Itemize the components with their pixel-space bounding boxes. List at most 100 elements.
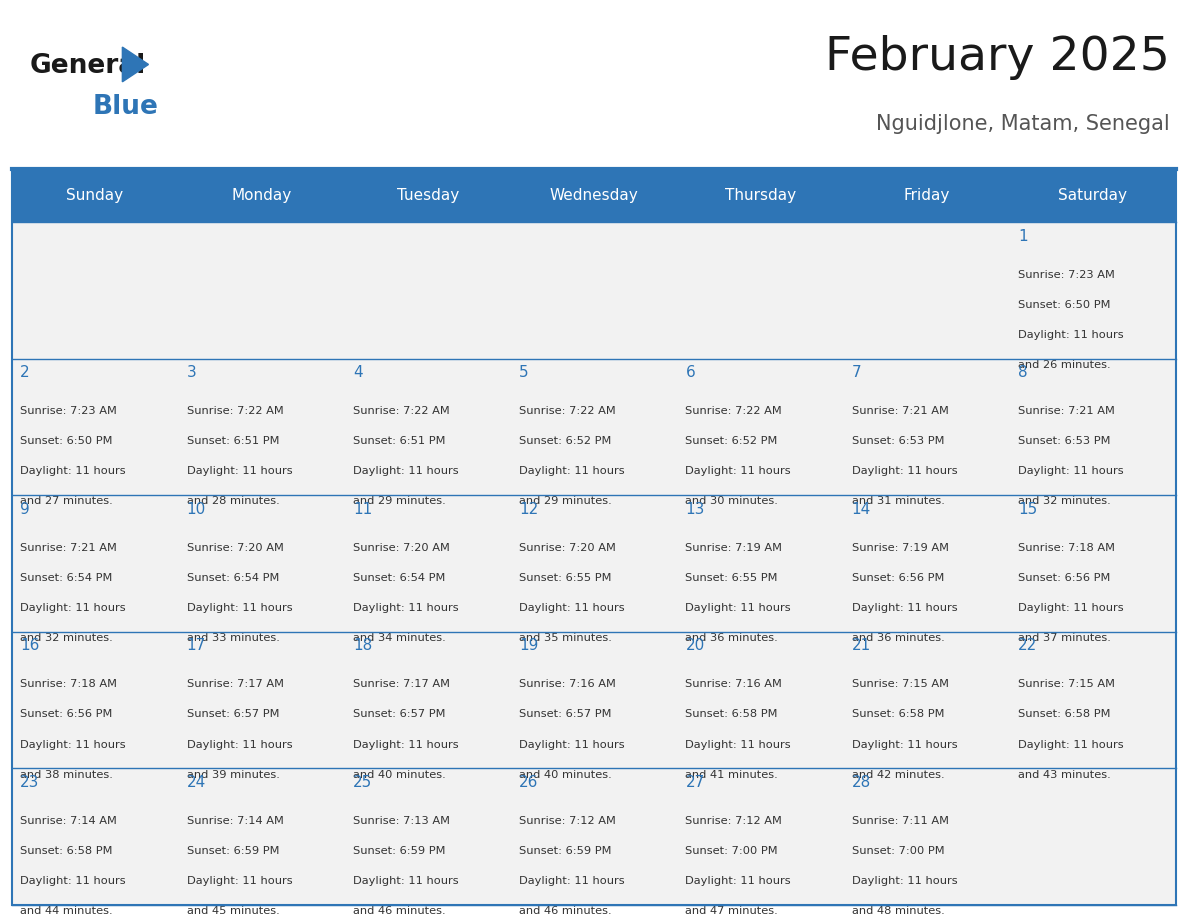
Text: Sunset: 6:58 PM: Sunset: 6:58 PM <box>20 846 113 856</box>
Text: Daylight: 11 hours: Daylight: 11 hours <box>187 740 292 749</box>
Text: and 44 minutes.: and 44 minutes. <box>20 906 113 916</box>
Text: Sunset: 6:51 PM: Sunset: 6:51 PM <box>353 436 446 446</box>
Bar <box>12 359 178 496</box>
Text: Daylight: 11 hours: Daylight: 11 hours <box>187 466 292 476</box>
Text: Sunset: 6:54 PM: Sunset: 6:54 PM <box>187 573 279 583</box>
Text: Sunrise: 7:17 AM: Sunrise: 7:17 AM <box>187 679 284 689</box>
Bar <box>345 169 511 222</box>
Text: Sunrise: 7:22 AM: Sunrise: 7:22 AM <box>187 407 283 416</box>
Text: Sunrise: 7:18 AM: Sunrise: 7:18 AM <box>20 679 118 689</box>
Text: Sunrise: 7:15 AM: Sunrise: 7:15 AM <box>1018 679 1116 689</box>
Text: Daylight: 11 hours: Daylight: 11 hours <box>685 740 791 749</box>
Text: 1: 1 <box>1018 229 1028 243</box>
Text: 28: 28 <box>852 775 871 789</box>
Text: Daylight: 11 hours: Daylight: 11 hours <box>519 876 625 886</box>
Text: Daylight: 11 hours: Daylight: 11 hours <box>519 466 625 476</box>
Text: Sunset: 6:52 PM: Sunset: 6:52 PM <box>519 436 612 446</box>
Text: and 30 minutes.: and 30 minutes. <box>685 497 778 507</box>
Text: Sunset: 6:54 PM: Sunset: 6:54 PM <box>353 573 446 583</box>
Bar <box>178 169 345 222</box>
Bar <box>178 632 345 768</box>
Text: Tuesday: Tuesday <box>397 188 459 203</box>
Text: and 33 minutes.: and 33 minutes. <box>187 633 279 643</box>
Text: Thursday: Thursday <box>725 188 796 203</box>
Text: and 40 minutes.: and 40 minutes. <box>519 769 612 779</box>
Bar <box>511 768 677 905</box>
Text: Daylight: 11 hours: Daylight: 11 hours <box>353 876 459 886</box>
Bar <box>511 359 677 496</box>
Bar <box>843 632 1010 768</box>
Text: Daylight: 11 hours: Daylight: 11 hours <box>685 466 791 476</box>
Text: and 38 minutes.: and 38 minutes. <box>20 769 113 779</box>
Text: and 37 minutes.: and 37 minutes. <box>1018 633 1111 643</box>
Bar <box>677 496 843 632</box>
Bar <box>677 169 843 222</box>
Text: Sunrise: 7:23 AM: Sunrise: 7:23 AM <box>20 407 118 416</box>
Text: 25: 25 <box>353 775 372 789</box>
Text: 8: 8 <box>1018 365 1028 380</box>
Text: Saturday: Saturday <box>1059 188 1127 203</box>
Bar <box>12 169 1176 905</box>
Text: Daylight: 11 hours: Daylight: 11 hours <box>685 876 791 886</box>
Text: 17: 17 <box>187 638 206 654</box>
Text: Sunrise: 7:21 AM: Sunrise: 7:21 AM <box>852 407 949 416</box>
Text: Sunrise: 7:20 AM: Sunrise: 7:20 AM <box>187 543 284 553</box>
Text: Sunset: 6:53 PM: Sunset: 6:53 PM <box>852 436 944 446</box>
Text: 2: 2 <box>20 365 30 380</box>
Text: Sunset: 6:56 PM: Sunset: 6:56 PM <box>1018 573 1111 583</box>
Bar <box>677 222 843 359</box>
Text: Sunset: 6:50 PM: Sunset: 6:50 PM <box>20 436 113 446</box>
Text: 5: 5 <box>519 365 529 380</box>
Text: Sunset: 7:00 PM: Sunset: 7:00 PM <box>852 846 944 856</box>
Text: and 42 minutes.: and 42 minutes. <box>852 769 944 779</box>
Text: and 29 minutes.: and 29 minutes. <box>353 497 446 507</box>
Text: Sunrise: 7:18 AM: Sunrise: 7:18 AM <box>1018 543 1116 553</box>
Text: and 48 minutes.: and 48 minutes. <box>852 906 944 916</box>
Bar <box>677 768 843 905</box>
Text: Sunrise: 7:15 AM: Sunrise: 7:15 AM <box>852 679 949 689</box>
Text: and 40 minutes.: and 40 minutes. <box>353 769 446 779</box>
Text: Daylight: 11 hours: Daylight: 11 hours <box>353 603 459 613</box>
Text: Sunset: 6:58 PM: Sunset: 6:58 PM <box>685 710 778 720</box>
Text: and 41 minutes.: and 41 minutes. <box>685 769 778 779</box>
Text: Daylight: 11 hours: Daylight: 11 hours <box>852 876 958 886</box>
Text: Sunrise: 7:12 AM: Sunrise: 7:12 AM <box>685 816 783 826</box>
Text: Daylight: 11 hours: Daylight: 11 hours <box>353 740 459 749</box>
Text: Blue: Blue <box>93 95 158 120</box>
Text: 19: 19 <box>519 638 538 654</box>
Text: 14: 14 <box>852 502 871 517</box>
Bar <box>511 496 677 632</box>
Text: 23: 23 <box>20 775 39 789</box>
Text: Sunrise: 7:20 AM: Sunrise: 7:20 AM <box>353 543 450 553</box>
Text: 10: 10 <box>187 502 206 517</box>
Text: and 27 minutes.: and 27 minutes. <box>20 497 113 507</box>
Text: Sunset: 6:54 PM: Sunset: 6:54 PM <box>20 573 113 583</box>
Text: Daylight: 11 hours: Daylight: 11 hours <box>20 603 126 613</box>
Bar <box>345 768 511 905</box>
Text: Sunset: 6:50 PM: Sunset: 6:50 PM <box>1018 300 1111 309</box>
Text: Daylight: 11 hours: Daylight: 11 hours <box>852 740 958 749</box>
Text: Sunset: 6:58 PM: Sunset: 6:58 PM <box>852 710 944 720</box>
Bar <box>178 496 345 632</box>
Text: 18: 18 <box>353 638 372 654</box>
Text: Sunset: 6:52 PM: Sunset: 6:52 PM <box>685 436 778 446</box>
Bar <box>178 222 345 359</box>
Text: Sunrise: 7:16 AM: Sunrise: 7:16 AM <box>519 679 617 689</box>
Text: Sunrise: 7:14 AM: Sunrise: 7:14 AM <box>187 816 284 826</box>
Text: 22: 22 <box>1018 638 1037 654</box>
Bar <box>12 222 178 359</box>
Text: Sunday: Sunday <box>67 188 124 203</box>
Text: and 34 minutes.: and 34 minutes. <box>353 633 446 643</box>
Text: and 47 minutes.: and 47 minutes. <box>685 906 778 916</box>
Bar <box>1010 768 1176 905</box>
Text: Sunset: 6:57 PM: Sunset: 6:57 PM <box>353 710 446 720</box>
Bar <box>1010 169 1176 222</box>
Text: and 29 minutes.: and 29 minutes. <box>519 497 612 507</box>
Text: Sunset: 6:55 PM: Sunset: 6:55 PM <box>685 573 778 583</box>
Bar <box>1010 359 1176 496</box>
Bar <box>12 768 178 905</box>
Bar <box>1010 632 1176 768</box>
Text: Daylight: 11 hours: Daylight: 11 hours <box>519 603 625 613</box>
Bar <box>843 222 1010 359</box>
Text: 27: 27 <box>685 775 704 789</box>
